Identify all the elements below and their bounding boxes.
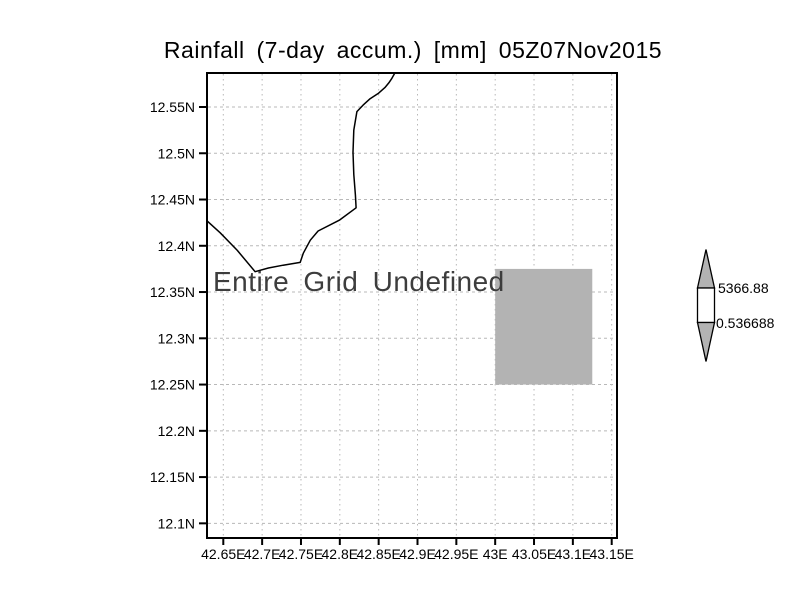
y-tick-label: 12.15N — [150, 469, 195, 485]
coastline — [207, 73, 396, 273]
y-tick-label: 12.35N — [150, 284, 195, 300]
x-tick-label: 42.85E — [356, 546, 400, 562]
colorbar: 5366.88 0.536688 — [696, 249, 775, 362]
y-tick-label: 12.2N — [158, 423, 195, 439]
x-tick-label: 43E — [483, 546, 508, 562]
x-tick-label: 43.15E — [590, 546, 634, 562]
undefined-region-shade — [495, 268, 593, 385]
y-tick-label: 12.45N — [150, 192, 195, 208]
coastline-path — [207, 73, 396, 273]
colorbar-min-label: 0.536688 — [716, 315, 775, 331]
y-tick-label: 12.5N — [158, 145, 195, 161]
x-tick-label: 42.75E — [279, 546, 323, 562]
x-tick-label: 43.1E — [555, 546, 592, 562]
y-tick-label: 12.55N — [150, 99, 195, 115]
gridlines — [208, 74, 616, 537]
y-tick-label: 12.25N — [150, 377, 195, 393]
y-tick-label: 12.4N — [158, 238, 195, 254]
x-tick-label: 42.9E — [399, 546, 436, 562]
undefined-region-rect — [495, 268, 593, 385]
colorbar-max-label: 5366.88 — [718, 280, 769, 296]
colorbar-lower-arrow — [696, 321, 716, 362]
axis-ticks — [199, 106, 613, 545]
colorbar-box — [696, 287, 716, 324]
x-tick-label: 42.8E — [322, 546, 359, 562]
x-tick-label: 42.7E — [244, 546, 281, 562]
colorbar-upper-arrow — [696, 249, 716, 289]
undefined-annotation: Entire Grid Undefined — [213, 266, 505, 297]
x-tick-label: 43.05E — [512, 546, 556, 562]
plot-border — [206, 72, 618, 539]
y-tick-label: 12.3N — [158, 330, 195, 346]
y-tick-label: 12.1N — [158, 515, 195, 531]
x-tick-label: 42.95E — [434, 546, 478, 562]
x-tick-label: 42.65E — [201, 546, 245, 562]
plot-title: Rainfall (7-day accum.) [mm] 05Z07Nov201… — [163, 37, 663, 63]
